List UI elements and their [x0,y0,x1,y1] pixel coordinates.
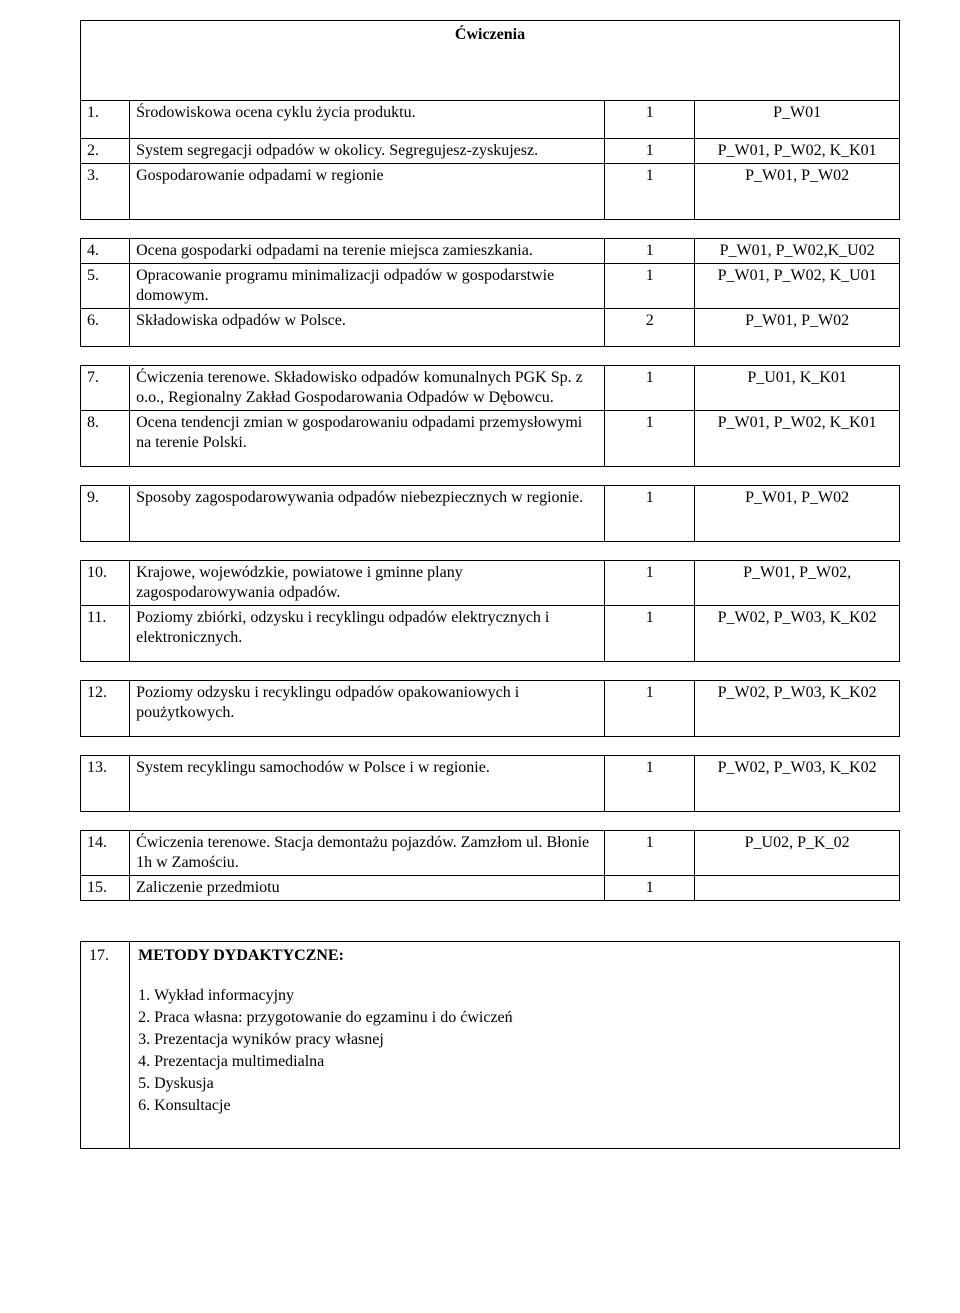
exercises-table-7: 13. System recyklingu samochodów w Polsc… [80,755,900,812]
methods-title: METODY DYDAKTYCZNE: [138,946,891,978]
row-hours: 1 [605,139,695,164]
exercises-table-2: 4. Ocena gospodarki odpadami na terenie … [80,238,900,347]
row-number: 7. [81,366,130,411]
row-description: Ocena tendencji zmian w gospodarowaniu o… [130,411,605,467]
row-codes: P_W01, P_W02 [695,164,900,220]
row-number: 4. [81,239,130,264]
exercises-table-4: 9. Sposoby zagospodarowywania odpadów ni… [80,485,900,542]
row-codes: P_U02, P_K_02 [695,831,900,876]
row-number: 9. [81,486,130,542]
table-row: 7. Ćwiczenia terenowe. Składowisko odpad… [81,366,900,411]
table-row: 3. Gospodarowanie odpadami w regionie 1 … [81,164,900,220]
row-hours: 1 [605,264,695,309]
row-codes: P_W01, P_W02, K_K01 [695,139,900,164]
row-description: Gospodarowanie odpadami w regionie [130,164,605,220]
row-description: Poziomy odzysku i recyklingu odpadów opa… [130,681,605,737]
row-number: 13. [81,756,130,812]
row-codes: P_W01 [695,101,900,139]
row-codes: P_W01, P_W02, K_K01 [695,411,900,467]
row-codes: P_W02, P_W03, K_K02 [695,756,900,812]
table-row: 8. Ocena tendencji zmian w gospodarowani… [81,411,900,467]
row-description: Zaliczenie przedmiotu [130,876,605,901]
row-description: Środowiskowa ocena cyklu życia produktu. [130,101,605,139]
table-row: 11. Poziomy zbiórki, odzysku i recykling… [81,606,900,662]
table-row: 2. System segregacji odpadów w okolicy. … [81,139,900,164]
row-hours: 1 [605,681,695,737]
page-content: Ćwiczenia 1. Środowiskowa ocena cyklu ży… [0,0,960,1247]
row-codes: P_W01, P_W02, K_U01 [695,264,900,309]
row-codes: P_U01, K_K01 [695,366,900,411]
row-hours: 1 [605,606,695,662]
row-hours: 1 [605,366,695,411]
row-hours: 2 [605,309,695,347]
row-description: Krajowe, wojewódzkie, powiatowe i gminne… [130,561,605,606]
row-hours: 1 [605,239,695,264]
exercises-table-5: 10. Krajowe, wojewódzkie, powiatowe i gm… [80,560,900,662]
table-row: 5. Opracowanie programu minimalizacji od… [81,264,900,309]
exercises-table-8: 14. Ćwiczenia terenowe. Stacja demontażu… [80,830,900,901]
row-codes: P_W01, P_W02 [695,486,900,542]
methods-list: Wykład informacyjny Praca własna: przygo… [154,986,891,1116]
row-number: 2. [81,139,130,164]
row-number: 10. [81,561,130,606]
exercises-table-3: 7. Ćwiczenia terenowe. Składowisko odpad… [80,365,900,467]
row-hours: 1 [605,831,695,876]
exercises-header-row: Ćwiczenia [81,21,900,101]
table-row: 13. System recyklingu samochodów w Polsc… [81,756,900,812]
row-codes [695,876,900,901]
method-item: Konsultacje [154,1096,891,1116]
table-row: 4. Ocena gospodarki odpadami na terenie … [81,239,900,264]
row-number: 1. [81,101,130,139]
exercises-table-1: Ćwiczenia 1. Środowiskowa ocena cyklu ży… [80,20,900,220]
table-row: 1. Środowiskowa ocena cyklu życia produk… [81,101,900,139]
row-number: 8. [81,411,130,467]
methods-table: 17. METODY DYDAKTYCZNE: Wykład informacy… [80,941,900,1149]
table-row: 6. Składowiska odpadów w Polsce. 2 P_W01… [81,309,900,347]
exercises-header: Ćwiczenia [81,21,900,101]
row-number: 14. [81,831,130,876]
method-item: Prezentacja multimedialna [154,1052,891,1072]
row-hours: 1 [605,561,695,606]
row-description: Poziomy zbiórki, odzysku i recyklingu od… [130,606,605,662]
exercises-table-6: 12. Poziomy odzysku i recyklingu odpadów… [80,680,900,737]
method-item: Wykład informacyjny [154,986,891,1006]
table-row: 14. Ćwiczenia terenowe. Stacja demontażu… [81,831,900,876]
row-number: 12. [81,681,130,737]
row-description: System recyklingu samochodów w Polsce i … [130,756,605,812]
method-item: Dyskusja [154,1074,891,1094]
row-description: Sposoby zagospodarowywania odpadów niebe… [130,486,605,542]
row-number: 15. [81,876,130,901]
row-description: Ćwiczenia terenowe. Stacja demontażu poj… [130,831,605,876]
row-description: System segregacji odpadów w okolicy. Seg… [130,139,605,164]
row-hours: 1 [605,756,695,812]
table-row: 12. Poziomy odzysku i recyklingu odpadów… [81,681,900,737]
row-codes: P_W02, P_W03, K_K02 [695,606,900,662]
table-row: 15. Zaliczenie przedmiotu 1 [81,876,900,901]
row-codes: P_W02, P_W03, K_K02 [695,681,900,737]
row-hours: 1 [605,486,695,542]
row-description: Składowiska odpadów w Polsce. [130,309,605,347]
method-item: Prezentacja wyników pracy własnej [154,1030,891,1050]
row-number: 6. [81,309,130,347]
table-row: 9. Sposoby zagospodarowywania odpadów ni… [81,486,900,542]
row-number: 3. [81,164,130,220]
method-item: Praca własna: przygotowanie do egzaminu … [154,1008,891,1028]
row-hours: 1 [605,164,695,220]
table-row: 10. Krajowe, wojewódzkie, powiatowe i gm… [81,561,900,606]
row-description: Ćwiczenia terenowe. Składowisko odpadów … [130,366,605,411]
row-description: Ocena gospodarki odpadami na terenie mie… [130,239,605,264]
methods-body: METODY DYDAKTYCZNE: Wykład informacyjny … [130,942,900,1149]
section-number: 17. [81,942,130,1149]
row-hours: 1 [605,101,695,139]
row-codes: P_W01, P_W02 [695,309,900,347]
row-number: 5. [81,264,130,309]
row-description: Opracowanie programu minimalizacji odpad… [130,264,605,309]
row-hours: 1 [605,876,695,901]
row-number: 11. [81,606,130,662]
row-codes: P_W01, P_W02, [695,561,900,606]
row-hours: 1 [605,411,695,467]
row-codes: P_W01, P_W02,K_U02 [695,239,900,264]
methods-row: 17. METODY DYDAKTYCZNE: Wykład informacy… [81,942,900,1149]
